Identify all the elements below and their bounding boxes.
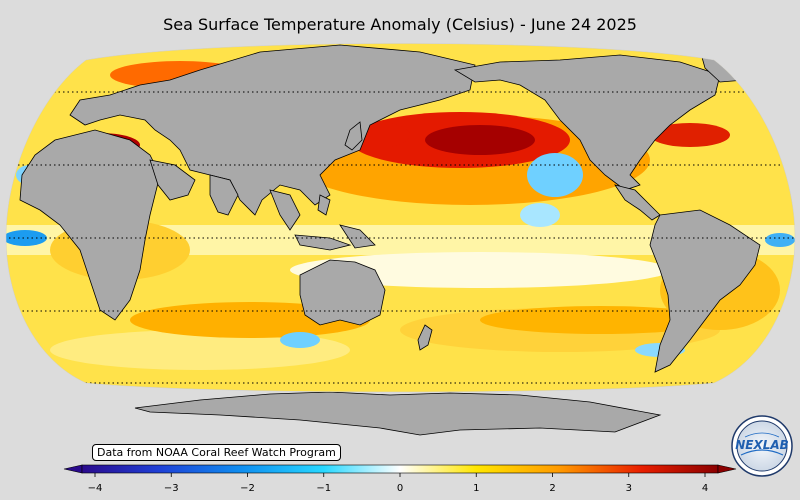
colorbar-tick-label: 4	[701, 483, 709, 494]
data-credit-label: Data from NOAA Coral Reef Watch Program	[92, 444, 341, 461]
nexlab-logo: NEXLAB	[731, 415, 793, 477]
colorbar-tick-label: −3	[163, 483, 179, 494]
colorbar-tick-label: −2	[240, 483, 255, 494]
colorbar-tick-label: 0	[396, 483, 404, 494]
antarctica-landmass	[134, 391, 662, 436]
colorbar-tick-label: 1	[473, 483, 480, 494]
colorbar-tick-label: −1	[316, 483, 332, 494]
svg-text:NEXLAB: NEXLAB	[735, 438, 789, 452]
colorbar	[63, 464, 737, 477]
map-title: Sea Surface Temperature Anomaly (Celsius…	[163, 15, 637, 34]
colorbar-tick-label: 2	[549, 483, 556, 494]
colorbar-body	[81, 464, 719, 474]
globe-outline	[5, 43, 796, 393]
colorbar-arrow-right	[717, 464, 737, 474]
latitude-lines	[6, 91, 795, 384]
colorbar-tick-label: −4	[87, 483, 103, 494]
colorbar-tick-label: 3	[625, 483, 632, 494]
colorbar-arrow-left	[63, 464, 83, 474]
